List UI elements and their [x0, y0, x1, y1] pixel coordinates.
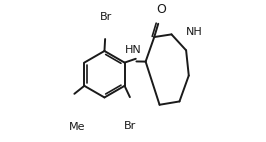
Text: Br: Br — [100, 12, 113, 22]
Text: O: O — [156, 3, 166, 16]
Text: NH: NH — [185, 27, 202, 37]
Text: Me: Me — [69, 122, 86, 132]
Text: HN: HN — [125, 45, 142, 55]
Text: Br: Br — [124, 121, 136, 131]
